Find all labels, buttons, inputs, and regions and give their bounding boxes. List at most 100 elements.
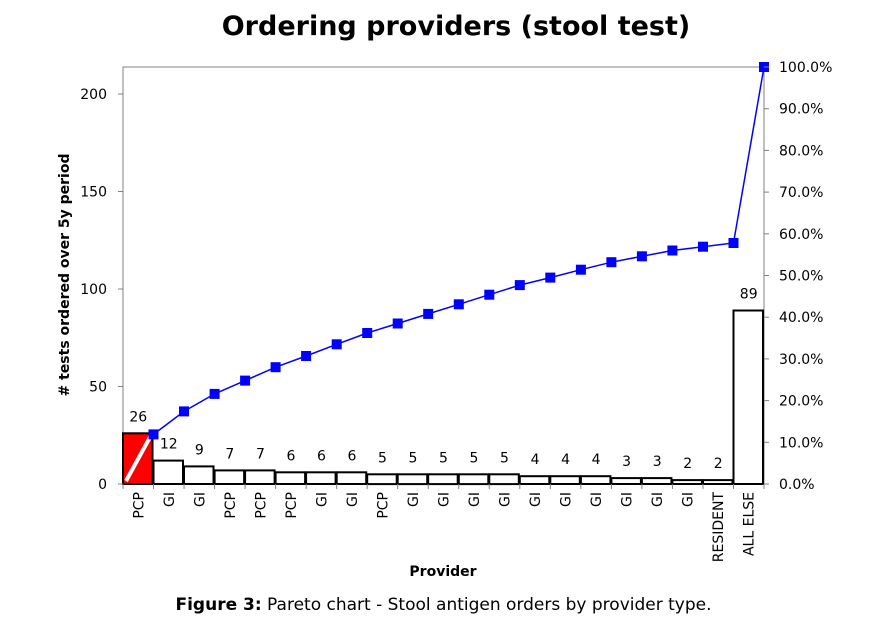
- cumulative-marker: [728, 238, 739, 248]
- cumulative-marker: [270, 362, 281, 373]
- bar: [702, 479, 734, 486]
- bar-value-label: 3: [622, 454, 631, 470]
- bar-value-label: 7: [225, 446, 234, 462]
- bar-value-label: 7: [256, 446, 265, 462]
- bar: [396, 473, 429, 486]
- cumulative-marker: [209, 388, 220, 399]
- x-tick-label: PCP: [253, 492, 269, 519]
- bar-value-label: 5: [470, 450, 479, 466]
- highlight-stripe: [124, 435, 153, 482]
- y2-tick-label: 40.0%: [779, 310, 823, 326]
- bar-value-label: 4: [561, 452, 570, 468]
- x-tick-label: GI: [192, 492, 208, 507]
- bar-value-label: 5: [409, 450, 418, 466]
- cumulative-marker: [667, 245, 678, 256]
- x-tick-label: GI: [681, 492, 697, 507]
- x-axis-title: Provider: [409, 564, 476, 580]
- bar-value-label: 6: [317, 448, 326, 464]
- bar-value-label: 4: [531, 452, 540, 468]
- bar: [671, 479, 703, 486]
- y2-tick-label: 50.0%: [779, 269, 823, 285]
- x-tick-label: ALL ELSE: [742, 492, 758, 556]
- cumulative-marker: [698, 241, 708, 252]
- bar: [305, 471, 337, 485]
- bar-value-label: 2: [714, 456, 723, 472]
- cumulative-marker: [575, 264, 586, 275]
- y2-tick-label: 30.0%: [779, 352, 823, 368]
- figure-caption: Figure 3: Pareto chart - Stool antigen o…: [0, 595, 887, 615]
- cumulative-marker: [453, 299, 464, 310]
- y-tick-label: 200: [80, 87, 107, 103]
- y2-tick-label: 100.0%: [779, 60, 832, 76]
- bars-layer: 26 PCP 12 GI 9 GI 7 PCP 7 PCP 6 PCP 6 GI 6 GI 5 PCP 5 GI 5 GI…: [122, 287, 764, 563]
- bar-value-label: 3: [653, 454, 662, 470]
- bar-value-label: 2: [683, 456, 692, 472]
- x-tick-label: RESIDENT: [711, 492, 727, 563]
- bar: [488, 473, 520, 486]
- y2-tick-label: 60.0%: [779, 227, 823, 243]
- y-tick-label: 100: [80, 282, 107, 298]
- bar: [213, 469, 246, 485]
- x-tick-label: GI: [620, 492, 636, 507]
- cumulative-marker: [606, 257, 617, 268]
- cumulative-marker: [392, 318, 403, 329]
- x-tick-label: GI: [314, 492, 330, 507]
- cumulative-marker: [484, 289, 495, 300]
- bar-value-label: 89: [740, 287, 758, 303]
- cumulative-marker: [514, 280, 525, 291]
- x-tick-label: GI: [406, 492, 422, 507]
- bar-value-label: 6: [347, 448, 356, 464]
- cumulative-marker: [179, 406, 189, 417]
- caption-prefix: Figure 3:: [175, 595, 262, 615]
- y2-tick-label: 20.0%: [779, 394, 823, 410]
- bar-value-label: 5: [500, 450, 509, 466]
- x-tick-label: GI: [467, 492, 483, 507]
- y-tick-label: 150: [80, 185, 107, 201]
- x-tick-label: GI: [559, 492, 575, 507]
- x-tick-label: GI: [589, 492, 605, 507]
- y2-tick-label: 80.0%: [779, 143, 823, 159]
- cumulative-marker: [545, 272, 556, 283]
- y2-tick-label: 90.0%: [779, 102, 823, 118]
- bar: [579, 475, 612, 486]
- bar-value-label: 5: [439, 450, 448, 466]
- x-tick-label: GI: [528, 492, 544, 507]
- bar-value-label: 5: [378, 450, 387, 466]
- x-tick-label: GI: [345, 492, 361, 507]
- y-tick-label: 50: [89, 380, 107, 396]
- x-tick-label: PCP: [131, 492, 147, 519]
- x-tick-label: PCP: [284, 492, 300, 519]
- chart-title: Ordering providers (stool test): [222, 11, 691, 42]
- cumulative-line-layer: [148, 62, 769, 440]
- cumulative-marker: [301, 351, 312, 361]
- y2-tick-label: 0.0%: [779, 477, 815, 493]
- bar-value-label: 12: [160, 437, 178, 453]
- x-tick-label: GI: [437, 492, 453, 507]
- plot-area: [122, 66, 765, 485]
- cumulative-marker: [423, 308, 434, 319]
- cumulative-marker: [240, 375, 251, 386]
- bar: [457, 473, 490, 486]
- bar: [183, 465, 215, 485]
- y2-tick-label: 70.0%: [779, 185, 823, 201]
- cumulative-marker: [362, 328, 373, 338]
- y-tick-label: 0: [98, 477, 107, 493]
- x-tick-label: PCP: [223, 492, 239, 519]
- x-tick-label: GI: [162, 492, 178, 507]
- x-tick-label: GI: [498, 492, 514, 507]
- cumulative-marker: [331, 339, 342, 350]
- bar: [610, 477, 642, 486]
- bar-value-label: 26: [129, 409, 147, 425]
- bar-value-label: 9: [195, 442, 204, 458]
- bar: [518, 475, 551, 486]
- caption-text: Pareto chart - Stool antigen orders by p…: [261, 595, 712, 615]
- x-tick-label: GI: [650, 492, 666, 507]
- bar: [274, 471, 307, 485]
- bar: [427, 473, 459, 486]
- bar-value-label: 4: [592, 452, 601, 468]
- bar: [335, 471, 368, 485]
- cumulative-marker: [636, 251, 647, 262]
- y-axis-title: # tests ordered over 5y period: [57, 154, 73, 397]
- cumulative-marker: [148, 429, 159, 440]
- bar: [244, 469, 276, 485]
